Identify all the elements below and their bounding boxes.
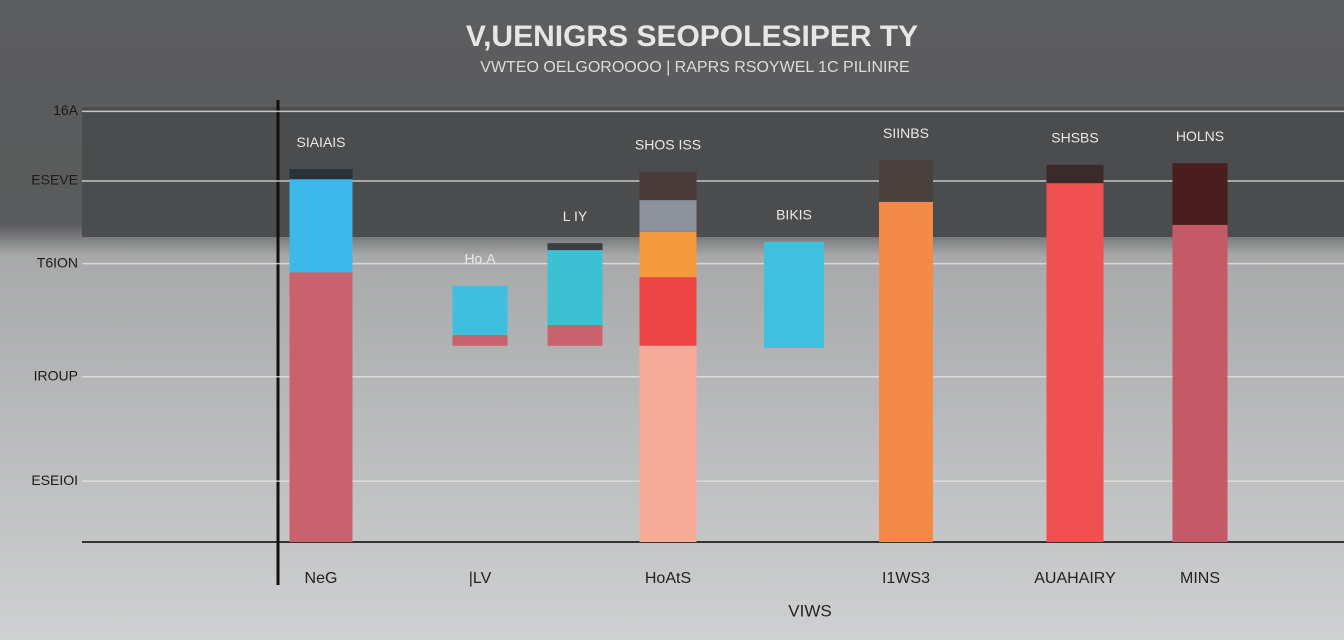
x-tick-label: NeG bbox=[305, 570, 338, 587]
bar-segment bbox=[764, 241, 824, 348]
bar-label: L IY bbox=[563, 208, 588, 224]
bar-segment bbox=[547, 243, 603, 251]
y-tick-label: 16A bbox=[53, 102, 79, 118]
x-tick-label: HoAtS bbox=[645, 570, 691, 587]
y-tick-label: ESEIOI bbox=[31, 472, 78, 488]
bar-label: Ho.A bbox=[464, 250, 496, 266]
bar-segment bbox=[1172, 224, 1228, 542]
bar-label: SHSBS bbox=[1051, 130, 1098, 146]
x-tick-label: |LV bbox=[469, 570, 492, 587]
x-tick-label: I1WS3 bbox=[882, 570, 930, 587]
bar-segment bbox=[289, 169, 353, 180]
plot-band bbox=[82, 107, 1344, 237]
bar-segment bbox=[1046, 164, 1104, 184]
bar-segment bbox=[1046, 183, 1104, 542]
bar-segment bbox=[452, 334, 508, 346]
bar-segment bbox=[547, 324, 603, 346]
bar-segment bbox=[639, 171, 697, 201]
bar-segment bbox=[639, 277, 697, 346]
bar-segment bbox=[1172, 163, 1228, 225]
bar-label: SIAIAIS bbox=[296, 134, 345, 150]
chart-title: V,UENIGRS SEOPOLESIPER TY bbox=[466, 20, 918, 53]
bar-label: BIKIS bbox=[776, 207, 812, 223]
y-tick-label: ESEVE bbox=[31, 172, 78, 188]
bar-segment bbox=[452, 285, 508, 335]
bar-segment bbox=[639, 231, 697, 278]
bar-label: HOLNS bbox=[1176, 128, 1224, 144]
bar-label: SIINBS bbox=[883, 125, 929, 141]
x-tick-label: MINS bbox=[1180, 570, 1220, 587]
y-tick-label: IROUP bbox=[34, 367, 78, 383]
bar-segment bbox=[639, 345, 697, 542]
bar-segment bbox=[639, 200, 697, 232]
x-tick-label: AUAHAIRY bbox=[1034, 570, 1116, 587]
x-axis-label: VIWS bbox=[788, 601, 831, 620]
bar-label: SHOS ISS bbox=[635, 137, 701, 153]
chart-subtitle: VWTEO OELGOROOOO | RAPRS RSOYWEL 1C PILI… bbox=[480, 59, 909, 76]
bar-segment bbox=[547, 250, 603, 325]
bar-segment bbox=[289, 272, 353, 542]
bar-segment bbox=[289, 179, 353, 273]
bar-segment bbox=[879, 160, 933, 202]
y-tick-label: T6ION bbox=[37, 254, 78, 270]
bar-segment bbox=[879, 201, 933, 542]
